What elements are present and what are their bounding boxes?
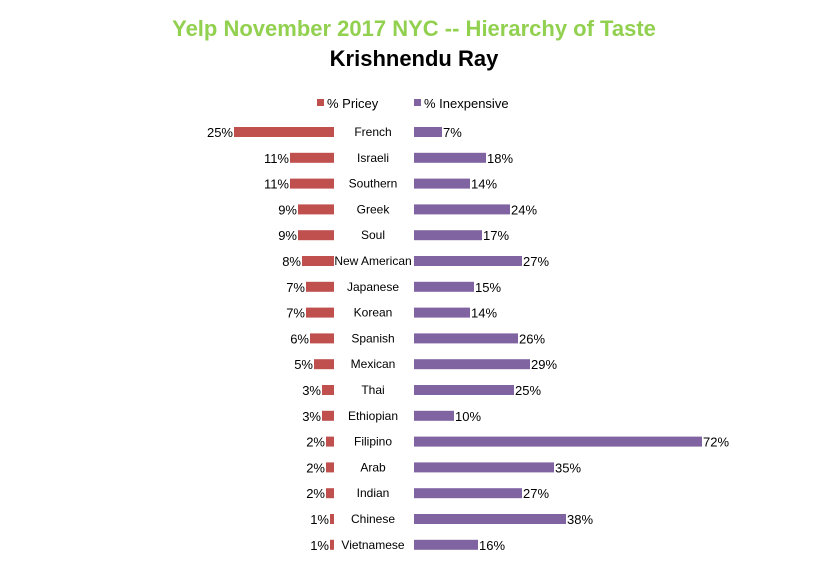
data-label-pricey: 2%	[306, 486, 325, 501]
data-label-inexpensive: 18%	[487, 151, 513, 166]
legend-swatch-inexpensive	[414, 99, 421, 106]
data-label-pricey: 3%	[302, 409, 321, 424]
bar-inexpensive	[414, 204, 510, 215]
bar-inexpensive	[414, 514, 566, 524]
bar-inexpensive	[414, 385, 514, 395]
data-label-inexpensive: 29%	[531, 357, 557, 372]
data-label-inexpensive: 27%	[523, 254, 549, 269]
legend-label-inexpensive: % Inexpensive	[424, 96, 509, 111]
bar-inexpensive	[414, 488, 522, 499]
data-label-pricey: 25%	[207, 125, 233, 140]
tick-label: Mexican	[351, 357, 396, 371]
data-label-inexpensive: 7%	[443, 125, 462, 140]
bar-pricey	[306, 307, 334, 318]
data-label-inexpensive: 14%	[471, 306, 497, 321]
tick-label: Spanish	[351, 331, 394, 345]
data-label-inexpensive: 38%	[567, 512, 593, 527]
tick-label: Israeli	[357, 151, 389, 165]
tick-label: Soul	[361, 228, 385, 242]
data-label-pricey: 11%	[264, 151, 289, 166]
bar-inexpensive	[414, 152, 486, 163]
data-label-pricey: 2%	[306, 435, 325, 450]
tick-label: French	[354, 125, 391, 139]
tick-label: Ethiopian	[348, 409, 398, 423]
bar-inexpensive	[414, 359, 530, 370]
data-label-inexpensive: 35%	[555, 460, 581, 475]
legend-swatch-pricey	[317, 99, 324, 106]
data-label-inexpensive: 27%	[523, 486, 549, 501]
data-label-inexpensive: 10%	[455, 409, 481, 424]
data-label-inexpensive: 24%	[511, 202, 537, 217]
bar-pricey	[322, 410, 334, 421]
legend-label-pricey: % Pricey	[327, 96, 379, 111]
tick-label: Arab	[360, 460, 386, 474]
data-label-inexpensive: 16%	[479, 538, 505, 553]
tick-label: Greek	[357, 202, 391, 216]
bar-pricey	[330, 539, 334, 550]
tick-label: New American	[334, 254, 411, 268]
bar-inexpensive	[414, 230, 482, 241]
bar-inexpensive	[414, 410, 454, 421]
chart-subtitle: Krishnendu Ray	[329, 46, 499, 71]
bar-inexpensive	[414, 178, 470, 189]
bar-pricey	[234, 127, 334, 137]
bar-inexpensive	[414, 539, 478, 550]
data-label-inexpensive: 25%	[515, 383, 541, 398]
tick-label: Thai	[361, 383, 384, 397]
bar-inexpensive	[414, 281, 474, 292]
tick-label: Filipino	[354, 435, 392, 449]
bar-pricey	[290, 152, 334, 163]
bar-inexpensive	[414, 462, 554, 473]
tick-label: Indian	[357, 486, 390, 500]
bar-pricey	[290, 178, 334, 189]
data-label-pricey: 3%	[302, 383, 321, 398]
data-label-pricey: 6%	[290, 331, 309, 346]
data-label-inexpensive: 14%	[471, 177, 497, 192]
bar-pricey	[326, 488, 334, 499]
data-label-pricey: 7%	[286, 280, 305, 295]
data-label-pricey: 5%	[294, 357, 313, 372]
data-label-inexpensive: 72%	[703, 435, 729, 450]
bar-pricey	[310, 333, 334, 344]
data-label-pricey: 9%	[278, 228, 297, 243]
data-label-pricey: 11%	[264, 177, 289, 192]
bar-pricey	[326, 462, 334, 473]
tick-label: Korean	[354, 306, 393, 320]
bar-pricey	[314, 359, 334, 370]
bar-pricey	[298, 230, 334, 241]
bar-inexpensive	[414, 436, 702, 447]
data-label-pricey: 8%	[282, 254, 301, 269]
data-label-pricey: 7%	[286, 306, 305, 321]
data-label-pricey: 1%	[310, 538, 329, 553]
bar-pricey	[298, 204, 334, 215]
bar-pricey	[302, 256, 334, 266]
tick-label: Japanese	[347, 280, 399, 294]
data-label-pricey: 1%	[310, 512, 329, 527]
bar-inexpensive	[414, 333, 518, 344]
bar-pricey	[306, 281, 334, 292]
chart-title: Yelp November 2017 NYC -- Hierarchy of T…	[172, 16, 656, 41]
bar-inexpensive	[414, 307, 470, 318]
tick-label: Southern	[349, 177, 398, 191]
data-label-inexpensive: 17%	[483, 228, 509, 243]
data-label-inexpensive: 26%	[519, 331, 545, 346]
bar-pricey	[330, 514, 334, 524]
bar-pricey	[326, 436, 334, 447]
bar-inexpensive	[414, 256, 522, 266]
data-label-pricey: 2%	[306, 460, 325, 475]
bar-pricey	[322, 385, 334, 395]
data-label-inexpensive: 15%	[475, 280, 501, 295]
data-label-pricey: 9%	[278, 202, 297, 217]
tick-label: Vietnamese	[341, 538, 404, 552]
bar-inexpensive	[414, 127, 442, 137]
tick-label: Chinese	[351, 512, 395, 526]
